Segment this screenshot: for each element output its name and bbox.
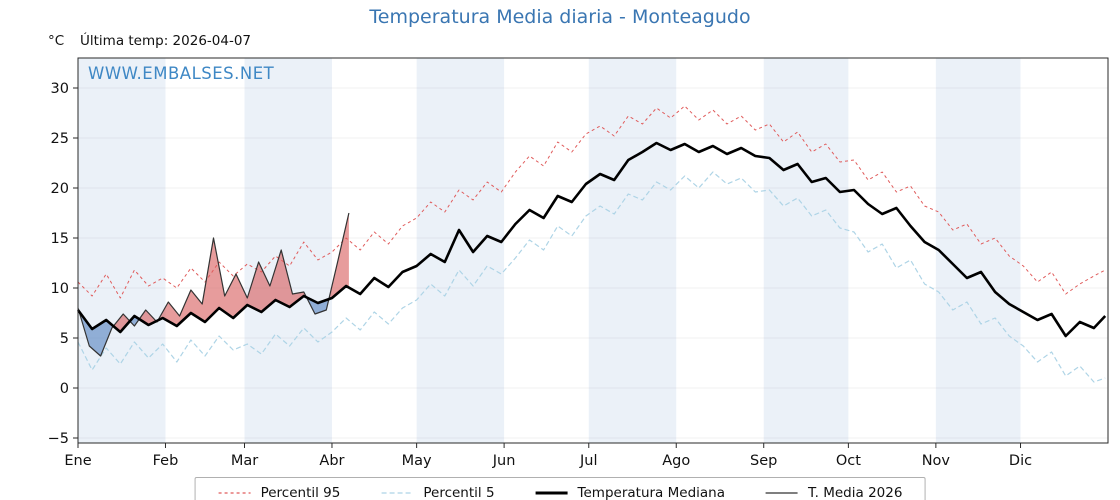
svg-text:30: 30 xyxy=(51,81,69,97)
svg-text:Sep: Sep xyxy=(750,453,777,469)
chart-title: Temperatura Media diaria - Monteagudo xyxy=(369,6,751,28)
svg-text:5: 5 xyxy=(60,331,69,347)
last-temp-label: Última temp: 2026-04-07 xyxy=(80,33,252,49)
svg-text:May: May xyxy=(402,453,432,469)
svg-text:15: 15 xyxy=(51,231,69,247)
legend-item-percentil-5: Percentil 5 xyxy=(380,485,495,500)
percentil-5-line-icon xyxy=(381,492,414,494)
svg-text:Feb: Feb xyxy=(153,453,179,469)
svg-text:Mar: Mar xyxy=(231,453,258,469)
y-axis-unit-label: °C xyxy=(48,33,65,49)
percentil-95-line-icon xyxy=(218,492,251,494)
svg-text:−5: −5 xyxy=(48,431,69,447)
svg-text:Nov: Nov xyxy=(922,453,951,469)
watermark: WWW.EMBALSES.NET xyxy=(88,64,275,83)
svg-text:Abr: Abr xyxy=(319,453,344,469)
legend-box: Percentil 95 Percentil 5 Temperatura Med… xyxy=(194,477,926,500)
svg-text:25: 25 xyxy=(51,131,69,147)
svg-text:Oct: Oct xyxy=(836,453,861,469)
svg-text:Ago: Ago xyxy=(662,453,690,469)
svg-text:Jun: Jun xyxy=(492,453,516,469)
legend-label: T. Media 2026 xyxy=(808,485,903,500)
t-media-2026-line-icon xyxy=(766,492,798,494)
svg-text:Dic: Dic xyxy=(1009,453,1032,469)
legend-label: Percentil 5 xyxy=(423,485,495,500)
svg-text:0: 0 xyxy=(60,381,69,397)
temperatura-mediana-line-icon xyxy=(535,491,568,495)
plot-area: −5 0 5 10 15 20 25 30 Ene Feb Mar Abr May Jun Jul Ago Se… xyxy=(48,57,1109,469)
svg-text:10: 10 xyxy=(51,281,69,297)
legend-item-t-media-2026: T. Media 2026 xyxy=(765,485,902,500)
legend-label: Temperatura Mediana xyxy=(577,485,725,500)
svg-text:Jul: Jul xyxy=(579,453,598,469)
svg-text:Ene: Ene xyxy=(64,453,91,469)
legend-item-percentil-95: Percentil 95 xyxy=(218,485,341,500)
legend-label: Percentil 95 xyxy=(260,485,341,500)
legend-item-temperatura-mediana: Temperatura Mediana xyxy=(535,485,725,500)
svg-text:20: 20 xyxy=(51,181,69,197)
